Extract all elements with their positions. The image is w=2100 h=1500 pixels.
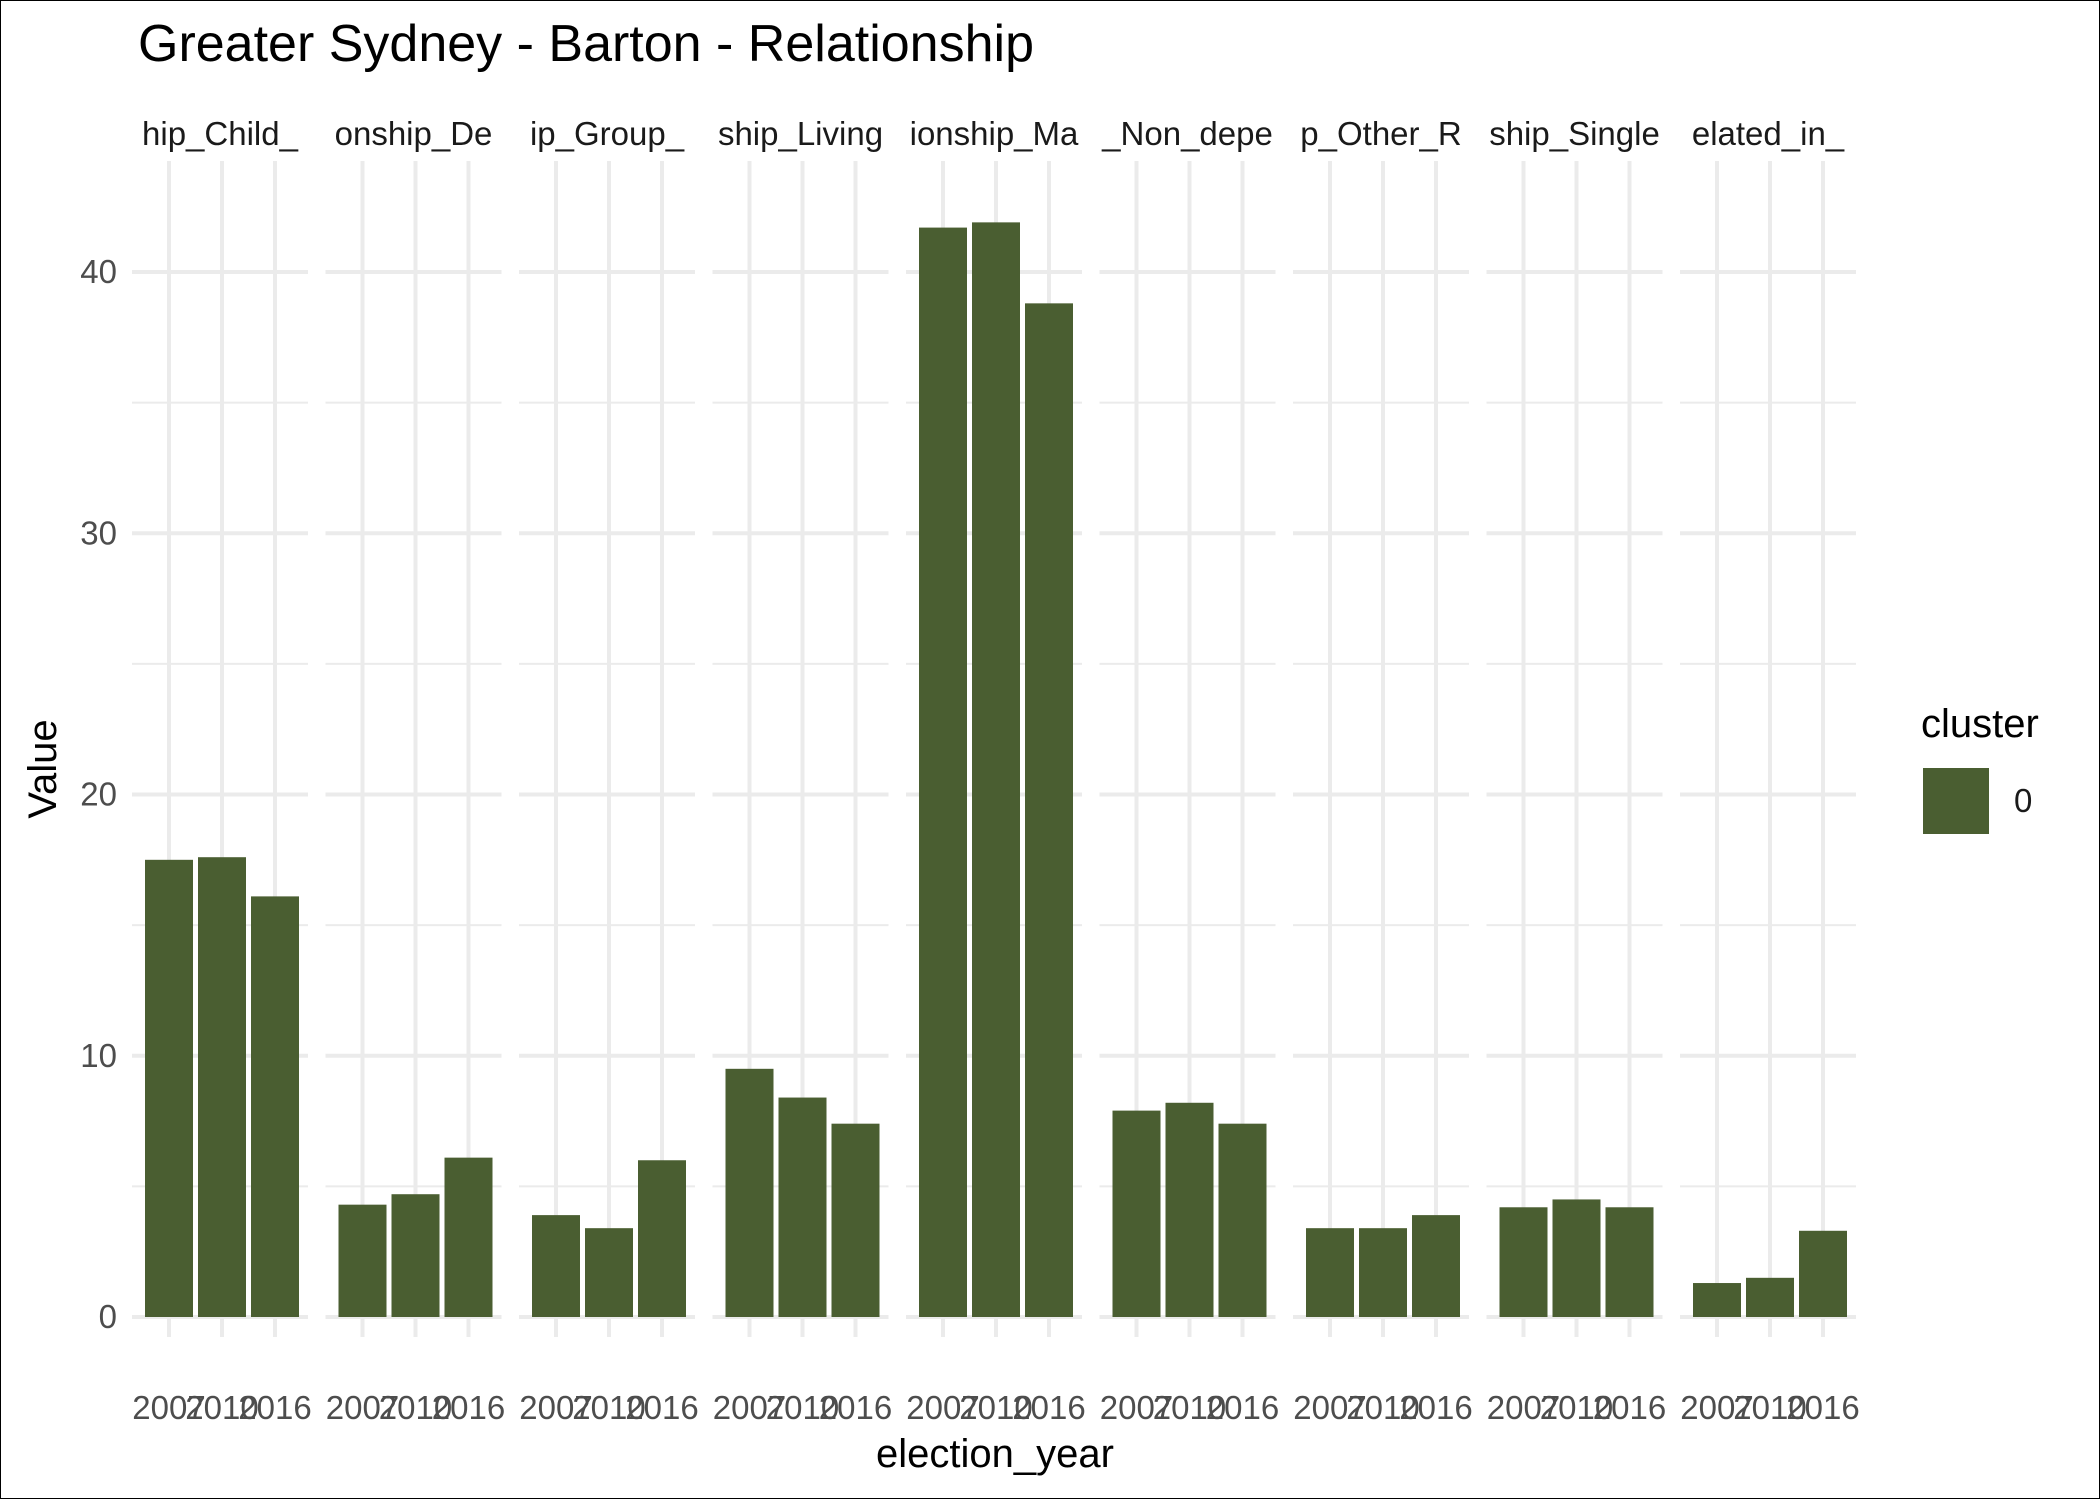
facet-panel: ship_Single xyxy=(1486,115,1663,1337)
x-tick-label: 2016 xyxy=(625,1389,698,1426)
facet-panel: hip_Child_ xyxy=(132,115,308,1337)
x-tick-label: 2007 xyxy=(1293,1389,1366,1426)
x-tick-label: 2016 xyxy=(819,1389,892,1426)
bar xyxy=(145,859,193,1317)
bar xyxy=(1552,1199,1601,1317)
facet-panel: elated_in_ xyxy=(1680,115,1856,1337)
bar xyxy=(1306,1228,1354,1317)
x-tick-label: 2007 xyxy=(519,1389,592,1426)
facet-panel: ip_Group_ xyxy=(519,115,695,1337)
y-axis: 0 10 20 30 40 xyxy=(80,253,117,1335)
bar xyxy=(1746,1277,1794,1317)
bar xyxy=(638,1160,686,1317)
y-tick-label: 20 xyxy=(80,776,117,813)
bar xyxy=(198,857,246,1317)
bar xyxy=(1693,1283,1741,1317)
bar xyxy=(1218,1123,1267,1317)
bar xyxy=(1799,1230,1847,1317)
bar xyxy=(778,1097,827,1317)
facet-panel: p_Other_R xyxy=(1293,115,1469,1337)
bar xyxy=(532,1215,580,1317)
legend-key-0 xyxy=(1923,768,1989,834)
legend: cluster 0 xyxy=(1921,702,2039,834)
x-tick-label: 2010 xyxy=(766,1389,839,1426)
x-tick-label: 2016 xyxy=(1593,1389,1666,1426)
x-tick-label: 2007 xyxy=(326,1389,399,1426)
x-tick-label: 2010 xyxy=(1153,1389,1226,1426)
facet-strip-label: hip_Child_ xyxy=(142,115,299,152)
facet-panel: ionship_Ma xyxy=(906,115,1082,1337)
legend-title: cluster xyxy=(1921,702,2039,746)
facet-strip-label: ship_Living xyxy=(718,115,883,152)
y-tick-label: 40 xyxy=(80,253,117,290)
facet-strip-label: p_Other_R xyxy=(1300,115,1461,152)
x-tick-label: 2010 xyxy=(1346,1389,1419,1426)
bar xyxy=(1412,1215,1460,1317)
bar xyxy=(972,222,1020,1317)
bar xyxy=(1025,303,1073,1318)
x-tick-label: 2016 xyxy=(1399,1389,1472,1426)
facet-strip-label: onship_De xyxy=(335,115,493,152)
bar xyxy=(585,1228,633,1317)
facet-strip-label: elated_in_ xyxy=(1692,115,1845,152)
bar xyxy=(251,896,299,1317)
x-tick-label: 2010 xyxy=(959,1389,1032,1426)
bar xyxy=(1165,1102,1214,1317)
facet-panel: ship_Living xyxy=(712,115,889,1337)
bar xyxy=(831,1123,880,1317)
x-axis-title: election_year xyxy=(876,1432,1114,1476)
facet-panels: hip_Child_ onship_De ip_Group_ ship_Living i… xyxy=(132,115,1856,1337)
legend-label-0: 0 xyxy=(2014,782,2032,819)
y-tick-label: 0 xyxy=(99,1298,117,1335)
facet-strip-label: ship_Single xyxy=(1489,115,1660,152)
chart-title: Greater Sydney - Barton - Relationship xyxy=(138,15,1034,73)
x-tick-label: 2007 xyxy=(906,1389,979,1426)
x-tick-label: 2007 xyxy=(1100,1389,1173,1426)
bar xyxy=(338,1204,387,1317)
x-tick-label: 2016 xyxy=(432,1389,505,1426)
x-tick-label: 2016 xyxy=(1012,1389,1085,1426)
x-tick-label: 2007 xyxy=(132,1389,205,1426)
x-tick-label: 2016 xyxy=(1786,1389,1859,1426)
x-tick-label: 2016 xyxy=(1206,1389,1279,1426)
facet-panel: onship_De xyxy=(325,115,502,1337)
x-tick-label: 2007 xyxy=(1487,1389,1560,1426)
x-tick-label: 2010 xyxy=(572,1389,645,1426)
x-tick-label: 2010 xyxy=(185,1389,258,1426)
facet-strip-label: _Non_depe xyxy=(1101,115,1273,152)
x-tick-label: 2010 xyxy=(1540,1389,1613,1426)
bar xyxy=(1112,1110,1161,1317)
x-tick-label: 2010 xyxy=(1733,1389,1806,1426)
x-tick-label: 2007 xyxy=(1680,1389,1753,1426)
bar xyxy=(391,1194,440,1317)
y-tick-label: 10 xyxy=(80,1037,117,1074)
bar xyxy=(919,227,967,1317)
y-tick-label: 30 xyxy=(80,514,117,551)
facet-strip-label: ionship_Ma xyxy=(910,115,1079,152)
bar xyxy=(1499,1207,1548,1317)
bar xyxy=(444,1157,493,1317)
facet-strip-label: ip_Group_ xyxy=(530,115,685,152)
facet-panel: _Non_depe xyxy=(1099,115,1276,1337)
bar xyxy=(725,1068,774,1317)
x-tick-label: 2016 xyxy=(238,1389,311,1426)
y-axis-title: Value xyxy=(21,719,65,818)
x-tick-label: 2010 xyxy=(379,1389,452,1426)
x-tick-label: 2007 xyxy=(713,1389,786,1426)
bar xyxy=(1359,1228,1407,1317)
bar xyxy=(1605,1207,1654,1317)
